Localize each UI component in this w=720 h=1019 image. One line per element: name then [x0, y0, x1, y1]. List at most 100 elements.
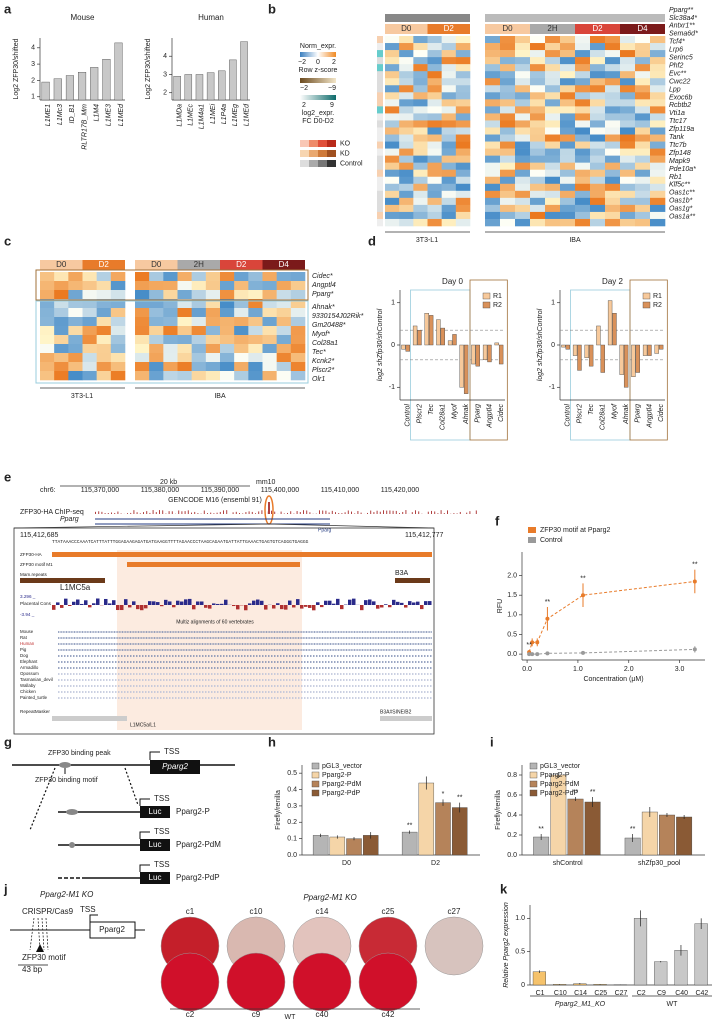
- heatmap-cell: [575, 92, 591, 100]
- repeat-bar: [395, 578, 430, 583]
- column-label: D0: [401, 24, 412, 33]
- chip-signal: [360, 512, 362, 514]
- row-annotation: [377, 36, 383, 44]
- heatmap-cell: [455, 113, 471, 121]
- bar: [471, 344, 476, 365]
- panel-letter: b: [268, 1, 276, 16]
- heatmap-cell: [605, 78, 621, 86]
- heatmap-cell: [500, 211, 516, 220]
- y-tick-label: 0.2: [287, 819, 297, 826]
- chip-signal: [114, 512, 116, 514]
- heatmap-cell: [385, 36, 400, 44]
- gene-label: Col28a1: [312, 340, 338, 347]
- conservation-bar: [172, 605, 176, 608]
- well: [226, 952, 286, 1012]
- column-header: [427, 24, 470, 34]
- heatmap-cell: [605, 190, 621, 199]
- heatmap-cell: [605, 92, 621, 100]
- conservation-bar: [296, 599, 300, 605]
- y-tick-label: 1.0: [507, 612, 517, 619]
- chip-signal: [459, 511, 461, 514]
- row-annotation: [377, 85, 383, 93]
- heatmap-cell: [485, 85, 501, 93]
- chip-signal: [373, 512, 375, 514]
- legend-label: Pparg2-P: [322, 772, 352, 779]
- heatmap-cell: [40, 308, 55, 318]
- heatmap-cell: [441, 64, 457, 72]
- line: [268, 523, 435, 529]
- heatmap-cell: [620, 85, 636, 93]
- heatmap-cell: [96, 362, 112, 372]
- heatmap-cell: [545, 43, 561, 51]
- panel-letter: d: [368, 233, 376, 248]
- heatmap-cell: [500, 134, 516, 142]
- heatmap-cell: [530, 127, 546, 135]
- legend-title: log2_expr.: [302, 110, 334, 117]
- heatmap-cell: [276, 353, 292, 363]
- chip-signal: [139, 513, 141, 514]
- annotation: **: [573, 789, 579, 796]
- heatmap-cell: [590, 218, 606, 227]
- heatmap-cell: [177, 308, 192, 318]
- heatmap-cell: [485, 141, 501, 149]
- chart-title: Day 0: [442, 277, 463, 286]
- heatmap-cell: [82, 281, 97, 291]
- clone-label: c42: [382, 1010, 395, 1019]
- x-tick-label: ID_B1: [69, 104, 76, 124]
- y-axis-label: log2 shZfp30/shControl: [537, 308, 544, 381]
- legend-label: Pparg2-PdM: [322, 781, 361, 788]
- conservation-bar: [88, 605, 92, 608]
- heatmap-cell: [590, 57, 606, 65]
- zoom-box: [13, 527, 435, 735]
- heatmap-cell: [205, 362, 221, 372]
- bar: [459, 344, 464, 388]
- heatmap-cell: [163, 290, 178, 300]
- gene-label: Phf2: [669, 62, 684, 69]
- chip-signal: [168, 511, 170, 514]
- chip-signal: [162, 510, 164, 514]
- conservation-bar: [160, 605, 164, 607]
- heatmap-cell: [620, 218, 636, 227]
- heatmap-cell: [96, 335, 112, 345]
- heatmap-cell: [620, 78, 636, 86]
- y-tick-label: 0: [521, 982, 525, 989]
- chip-bar: [52, 552, 432, 557]
- conservation-bar: [316, 602, 320, 605]
- heatmap-cell: [560, 64, 576, 72]
- bar: [447, 340, 453, 346]
- heatmap-cell: [68, 272, 83, 282]
- legend-title: Row z-score: [299, 67, 338, 74]
- heatmap-cell: [413, 155, 428, 163]
- heatmap-cell: [500, 43, 516, 51]
- heatmap-cell: [413, 134, 428, 142]
- heatmap-cell: [234, 362, 249, 372]
- heatmap-cell: [635, 57, 651, 65]
- gene-label: Vti1a: [669, 110, 685, 117]
- y-tick-label: 1: [551, 300, 555, 307]
- heatmap-cell: [96, 281, 112, 291]
- heatmap-cell: [500, 85, 516, 93]
- legend-label: ZFP30 motif at Pparg2: [540, 527, 611, 534]
- heatmap-cell: [500, 190, 516, 199]
- chip-signal: [152, 510, 154, 514]
- heatmap-cell: [515, 148, 531, 156]
- chip-signal: [437, 513, 439, 514]
- heatmap-cell: [635, 183, 651, 192]
- heatmap-cell: [650, 36, 666, 44]
- heatmap-cell: [590, 148, 606, 156]
- gene-label: Ttc17: [669, 118, 688, 125]
- point: [692, 579, 697, 584]
- row-annotation: [377, 183, 383, 192]
- heatmap-cell: [68, 344, 83, 354]
- conservation-bar: [336, 598, 340, 605]
- heatmap-cell: [500, 155, 516, 163]
- gene-box: [150, 760, 200, 774]
- legend-swatch: [318, 140, 327, 147]
- heatmap-cell: [110, 371, 126, 381]
- legend-swatch: [529, 771, 538, 779]
- heatmap-cell: [530, 169, 546, 178]
- heatmap-cell: [149, 299, 164, 309]
- heatmap-cell: [515, 169, 531, 178]
- heatmap-cell: [650, 99, 666, 107]
- heatmap-cell: [650, 162, 666, 171]
